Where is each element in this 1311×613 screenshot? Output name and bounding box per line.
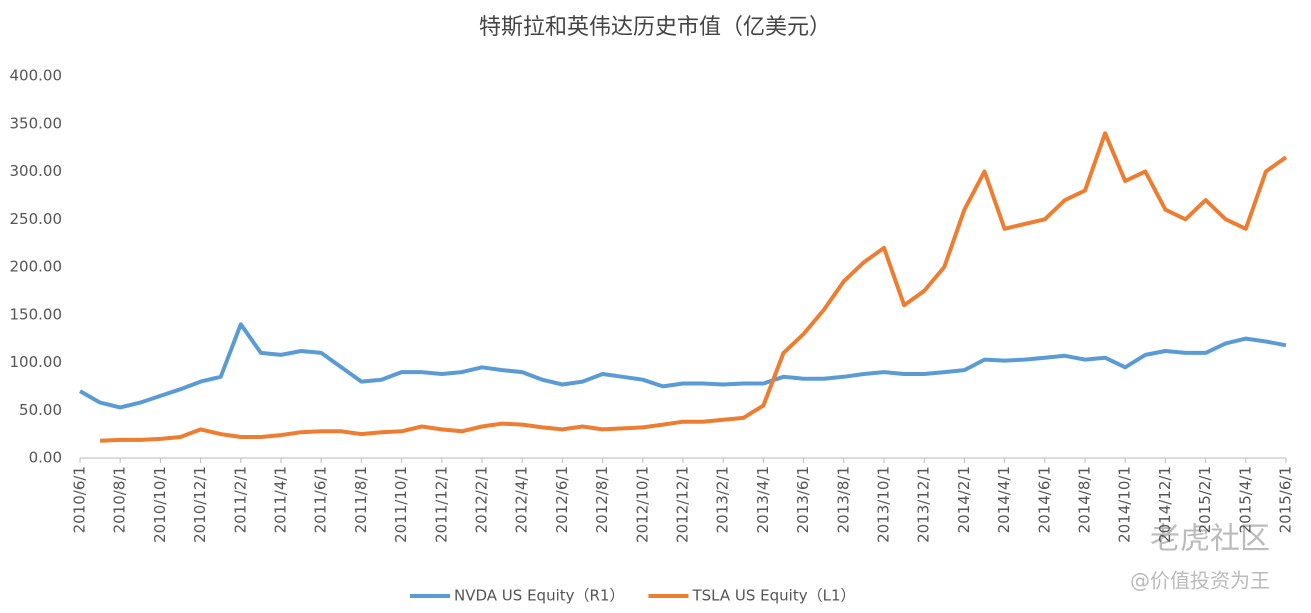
legend-label: TSLA US Equity（L1） — [691, 587, 855, 605]
y-tick-label: 150.00 — [10, 305, 63, 323]
x-tick-label: 2012/6/1 — [553, 466, 571, 533]
x-tick-label: 2011/12/1 — [432, 466, 450, 543]
x-tick-label: 2010/8/1 — [111, 466, 129, 533]
x-tick-label: 2012/4/1 — [513, 466, 531, 533]
x-tick-label: 2011/8/1 — [352, 466, 370, 533]
y-tick-label: 250.00 — [10, 210, 63, 228]
y-tick-label: 100.00 — [10, 353, 63, 371]
y-tick-label: 0.00 — [29, 449, 62, 467]
y-tick-label: 50.00 — [19, 401, 62, 419]
x-tick-label: 2013/10/1 — [875, 466, 893, 543]
x-tick-label: 2013/8/1 — [834, 466, 852, 533]
y-tick-label: 400.00 — [10, 67, 63, 85]
x-tick-label: 2012/8/1 — [593, 466, 611, 533]
line-series — [100, 131, 1288, 443]
x-tick-label: 2011/2/1 — [231, 466, 249, 533]
x-tick-label: 2015/2/1 — [1196, 466, 1214, 533]
x-tick-label: 2013/6/1 — [794, 466, 812, 533]
x-tick-label: 2010/12/1 — [191, 466, 209, 543]
y-tick-label: 350.00 — [10, 114, 63, 132]
x-tick-label: 2015/6/1 — [1277, 466, 1295, 533]
chart-title: 特斯拉和英伟达历史市值（亿美元） — [479, 15, 831, 40]
x-tick-label: 2012/12/1 — [674, 466, 692, 543]
y-tick-label: 200.00 — [10, 258, 63, 276]
watermark: 老虎社区 — [1150, 522, 1270, 557]
x-tick-label: 2014/12/1 — [1156, 466, 1174, 543]
x-tick-label: 2013/12/1 — [915, 466, 933, 543]
x-tick-label: 2010/6/1 — [71, 466, 89, 533]
y-tick-label: 300.00 — [10, 162, 63, 180]
x-tick-label: 2014/10/1 — [1116, 466, 1134, 543]
line-series — [79, 322, 1287, 410]
x-tick-label: 2014/2/1 — [955, 466, 973, 533]
x-tick-label: 2011/4/1 — [272, 466, 290, 533]
x-tick-label: 2014/4/1 — [995, 466, 1013, 533]
x-tick-label: 2011/6/1 — [312, 466, 330, 533]
x-tick-label: 2013/2/1 — [714, 466, 732, 533]
x-tick-label: 2012/2/1 — [473, 466, 491, 533]
x-tick-label: 2010/10/1 — [151, 466, 169, 543]
legend-label: NVDA US Equity（R1） — [454, 587, 624, 605]
x-tick-label: 2011/10/1 — [392, 466, 410, 543]
watermark: @价值投资为王 — [1130, 569, 1270, 593]
x-tick-label: 2012/10/1 — [633, 466, 651, 543]
x-tick-label: 2014/8/1 — [1076, 466, 1094, 533]
x-tick-label: 2014/6/1 — [1035, 466, 1053, 533]
x-tick-label: 2015/4/1 — [1236, 466, 1254, 533]
x-tick-label: 2013/4/1 — [754, 466, 772, 533]
